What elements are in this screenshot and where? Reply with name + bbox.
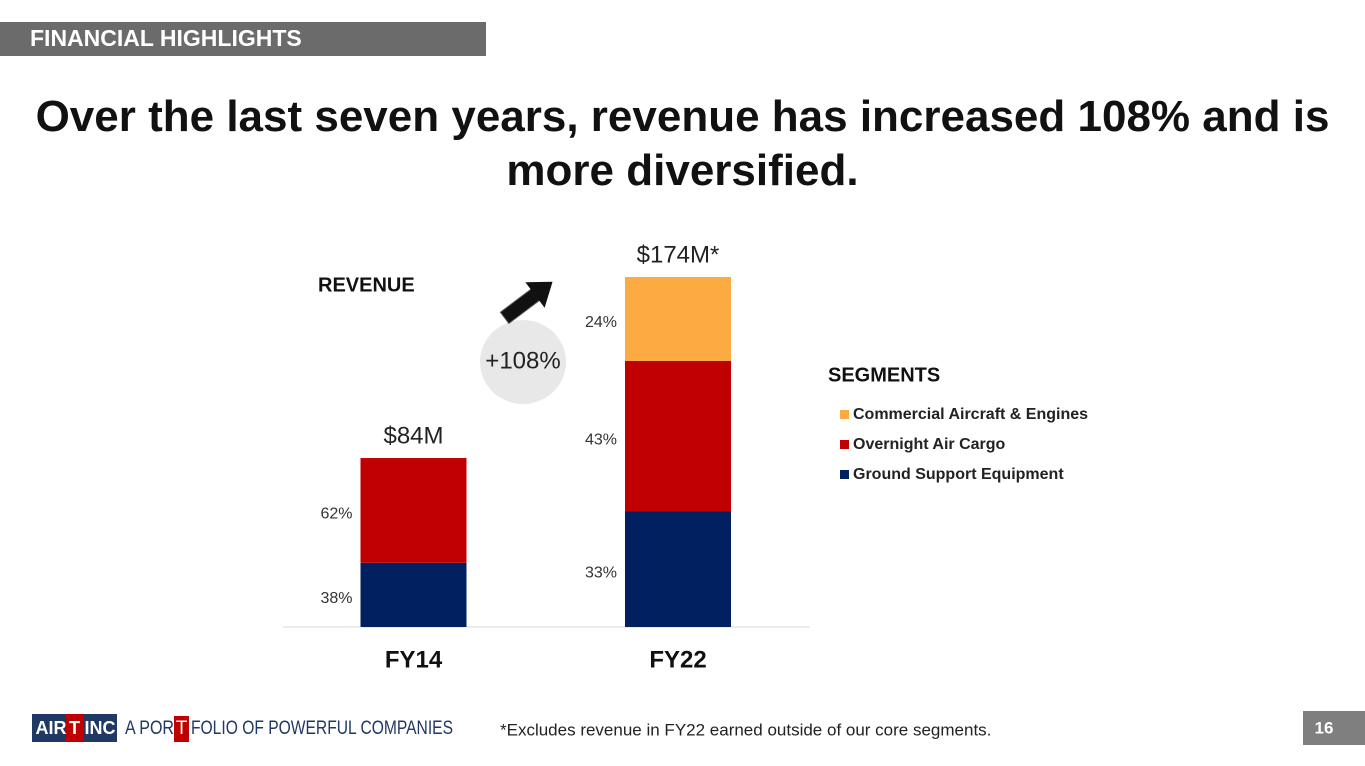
- arrow: [499, 281, 553, 325]
- tagline: T: [176, 718, 188, 739]
- value-label: 33%: [585, 564, 617, 581]
- bar-segment: [625, 511, 731, 627]
- tagline: A POR: [125, 718, 174, 739]
- header: FINANCIAL HIGHLIGHTS: [30, 25, 302, 51]
- legend-swatch: [840, 410, 849, 419]
- bar-segment: [360, 562, 467, 627]
- header-bar: [0, 22, 486, 56]
- arrow-head: [525, 281, 553, 308]
- annotation: +108%: [485, 347, 560, 374]
- bar-segment: [625, 361, 731, 512]
- legend-title: SEGMENTS: [828, 364, 940, 386]
- value-label: 43%: [585, 431, 617, 448]
- chart-subtitle: REVENUE: [318, 274, 415, 296]
- tagline-t-box: [174, 716, 189, 742]
- bar-segment: [360, 458, 467, 563]
- value-label: 24%: [585, 314, 617, 331]
- legend-swatch: [840, 470, 849, 479]
- annotation-circle: [480, 320, 566, 404]
- legend-swatch: [840, 440, 849, 449]
- legend-label: Overnight Air Cargo: [853, 436, 1006, 453]
- logo-t-box: [66, 714, 83, 742]
- legend-label: Ground Support Equipment: [853, 466, 1064, 483]
- footnote: *Excludes revenue in FY22 earned outside…: [500, 720, 991, 739]
- legend-label: Commercial Aircraft & Engines: [853, 406, 1088, 423]
- page-box: [1303, 711, 1365, 745]
- total-label: $174M*: [637, 241, 720, 268]
- page-number: 16: [1315, 718, 1334, 737]
- value-label: 38%: [320, 590, 352, 607]
- x-tick-label: FY22: [649, 646, 706, 673]
- x-tick-label: FY14: [385, 646, 443, 673]
- logo-text: AIR: [36, 718, 67, 738]
- value-label: 62%: [320, 506, 352, 523]
- chart-title: Over the last seven years, revenue has i…: [35, 92, 1330, 195]
- tagline: FOLIO OF POWERFUL COMPANIES: [191, 718, 453, 739]
- logo-text: INC: [85, 718, 116, 738]
- bar-segment: [625, 277, 731, 361]
- total-label: $84M: [383, 422, 443, 449]
- logo-text: T: [69, 718, 80, 738]
